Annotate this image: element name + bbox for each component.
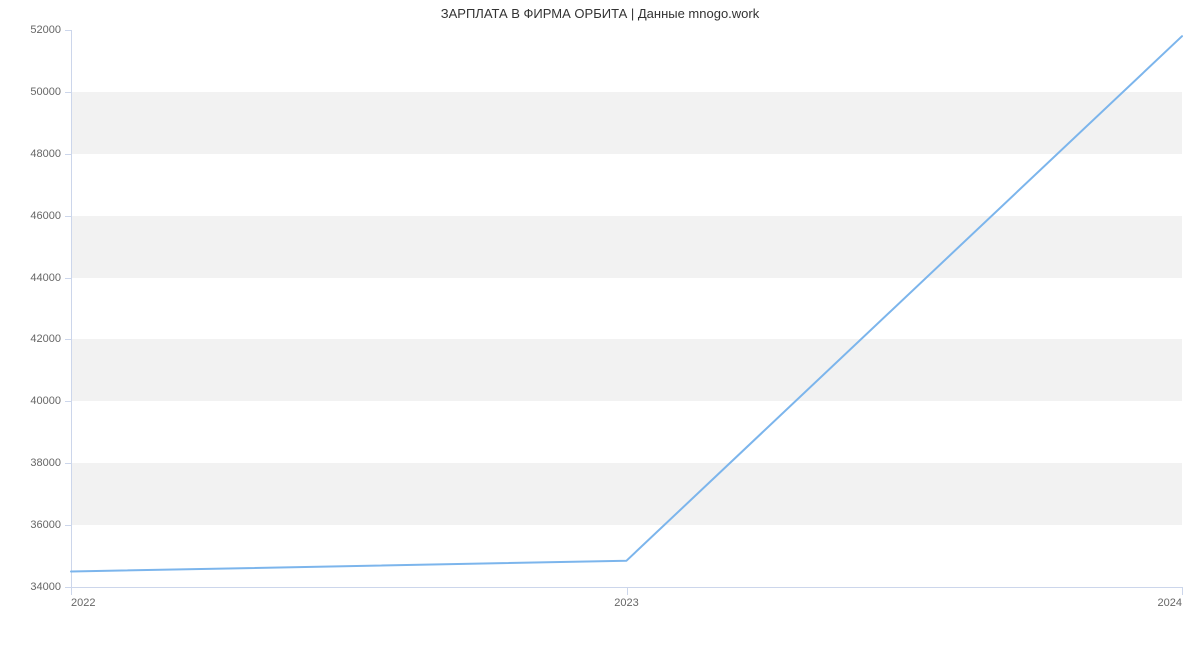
y-tick-label: 46000 bbox=[30, 210, 61, 222]
y-tick-label: 34000 bbox=[30, 581, 61, 593]
plot-area: 3400036000380004000042000440004600048000… bbox=[71, 30, 1182, 587]
series-line bbox=[71, 30, 1182, 587]
y-tick-label: 52000 bbox=[30, 24, 61, 36]
x-tick-label: 2022 bbox=[71, 597, 95, 609]
y-tick-label: 38000 bbox=[30, 457, 61, 469]
y-tick-label: 36000 bbox=[30, 519, 61, 531]
y-tick-label: 40000 bbox=[30, 395, 61, 407]
y-tick-label: 42000 bbox=[30, 333, 61, 345]
x-tick-label: 2024 bbox=[1158, 597, 1182, 609]
x-tick-mark bbox=[1182, 587, 1183, 595]
y-tick-label: 48000 bbox=[30, 148, 61, 160]
x-tick-mark bbox=[71, 587, 72, 595]
y-tick-label: 50000 bbox=[30, 86, 61, 98]
salary-line-chart: ЗАРПЛАТА В ФИРМА ОРБИТА | Данные mnogo.w… bbox=[0, 0, 1200, 650]
x-tick-mark bbox=[627, 587, 628, 595]
chart-title: ЗАРПЛАТА В ФИРМА ОРБИТА | Данные mnogo.w… bbox=[0, 6, 1200, 21]
y-tick-label: 44000 bbox=[30, 272, 61, 284]
x-tick-label: 2023 bbox=[614, 597, 638, 609]
